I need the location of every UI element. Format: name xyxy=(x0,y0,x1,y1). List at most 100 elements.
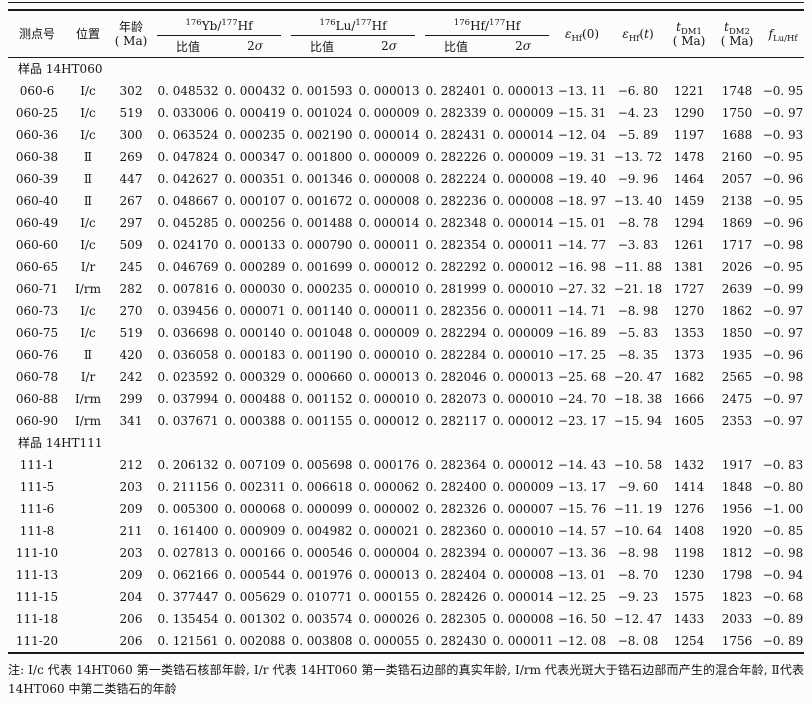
subheader-hf-ratio: 比值 xyxy=(443,39,468,54)
cell-hf_2sigma: 0. 000008 xyxy=(492,611,554,626)
cell-ehf0: −25. 68 xyxy=(557,369,607,384)
cell-age: 302 xyxy=(119,83,143,98)
table-row: 060-49 Ⅰ/c 297 0. 045285 0. 000256 0. 001488 0… xyxy=(8,212,804,234)
cell-pos xyxy=(66,564,110,586)
group-row: 样品 14HT111 xyxy=(8,432,804,454)
cell-tdm1: 1230 xyxy=(673,567,705,582)
cell-hf_ratio: 0. 282292 xyxy=(425,259,487,274)
cell-lu_ratio: 0. 004982 xyxy=(291,523,353,538)
cell-tdm2: 1717 xyxy=(721,237,753,252)
cell-spot: 060-49 xyxy=(15,215,59,230)
cell-ehft: −9. 23 xyxy=(617,589,659,604)
cell-hf_2sigma: 0. 000010 xyxy=(492,391,554,406)
cell-spot: 111-15 xyxy=(15,589,59,604)
cell-flu_hf: −0. 96 xyxy=(762,171,804,186)
cell-tdm1: 1373 xyxy=(673,347,705,362)
table-row: 060-75 Ⅰ/c 519 0. 036698 0. 000140 0. 001048 0… xyxy=(8,322,804,344)
cell-lu_2sigma: 0. 000011 xyxy=(358,303,420,318)
cell-ehf0: −18. 97 xyxy=(557,193,607,208)
cell-yb_2sigma: 0. 000107 xyxy=(224,193,286,208)
cell-hf_ratio: 0. 282226 xyxy=(425,149,487,164)
cell-yb_ratio: 0. 037994 xyxy=(157,391,219,406)
cell-pos xyxy=(66,454,110,476)
cell-pos: Ⅰ/c xyxy=(80,303,96,318)
cell-spot: 060-73 xyxy=(15,303,59,318)
cell-yb_ratio: 0. 046769 xyxy=(157,259,219,274)
cell-flu_hf: −0. 97 xyxy=(762,391,804,406)
cell-ehf0: −14. 57 xyxy=(557,523,607,538)
cell-lu_ratio: 0. 005698 xyxy=(291,457,353,472)
cell-hf_ratio: 0. 282360 xyxy=(425,523,487,538)
cell-pos xyxy=(66,608,110,630)
cell-tdm2: 2475 xyxy=(721,391,753,406)
cell-hf_2sigma: 0. 000013 xyxy=(492,83,554,98)
cell-flu_hf: −0. 97 xyxy=(762,325,804,340)
cell-lu_ratio: 0. 001976 xyxy=(291,567,353,582)
cell-pos xyxy=(66,630,110,653)
cell-ehft: −10. 64 xyxy=(613,523,663,538)
cell-pos: Ⅰ/rm xyxy=(75,391,101,406)
cell-hf_ratio: 0. 282400 xyxy=(425,479,487,494)
top-rule xyxy=(8,2,804,3)
cell-yb_2sigma: 0. 000544 xyxy=(224,567,286,582)
table-row: 111-1 212 0. 206132 0. 007109 0. 005698 0. 00… xyxy=(8,454,804,476)
cell-yb_ratio: 0. 027813 xyxy=(157,545,219,560)
cell-ehf0: −12. 04 xyxy=(557,127,607,142)
cell-ehft: −8. 35 xyxy=(617,347,659,362)
cell-lu_2sigma: 0. 000010 xyxy=(358,391,420,406)
col-header-position-label: 位置 xyxy=(75,27,100,42)
cell-age: 341 xyxy=(119,413,143,428)
cell-lu_ratio: 0. 001672 xyxy=(291,193,353,208)
cell-spot: 060-71 xyxy=(15,281,59,296)
cell-spot: 060-60 xyxy=(15,237,59,252)
cell-yb_2sigma: 0. 001302 xyxy=(224,611,286,626)
cell-ehf0: −13. 11 xyxy=(557,83,607,98)
cell-yb_2sigma: 0. 000133 xyxy=(224,237,286,252)
cell-age: 519 xyxy=(119,325,143,340)
cell-hf_2sigma: 0. 000012 xyxy=(492,259,554,274)
cell-hf_ratio: 0. 282305 xyxy=(425,611,487,626)
cell-lu_ratio: 0. 001048 xyxy=(291,325,353,340)
cell-spot: 111-1 xyxy=(19,457,55,472)
cell-hf_ratio: 0. 282364 xyxy=(425,457,487,472)
cell-hf_2sigma: 0. 000011 xyxy=(492,237,554,252)
cell-ehft: −21. 18 xyxy=(613,281,663,296)
cell-hf_ratio: 0. 282326 xyxy=(425,501,487,516)
cell-pos xyxy=(66,542,110,564)
cell-age: 204 xyxy=(119,589,143,604)
cell-hf_ratio: 0. 282430 xyxy=(425,633,487,648)
age-label: 年龄 xyxy=(118,19,143,34)
hf-isotope-table: 测点号 位置 年龄 ( Ma) 176Yb/177Hf 176Lu/177Hf … xyxy=(8,9,805,654)
cell-yb_ratio: 0. 062166 xyxy=(157,567,219,582)
cell-lu_2sigma: 0. 000010 xyxy=(358,281,420,296)
cell-spot: 111-18 xyxy=(15,611,59,626)
group-label: 样品 14HT111 xyxy=(18,435,103,450)
table-row: 060-39 Ⅱ 447 0. 042627 0. 000351 0. 001346 0. … xyxy=(8,168,804,190)
cell-pos: Ⅰ/c xyxy=(80,127,96,142)
cell-pos: Ⅰ/c xyxy=(80,215,96,230)
cell-tdm2: 2565 xyxy=(721,369,753,384)
cell-yb_ratio: 0. 047824 xyxy=(157,149,219,164)
cell-ehft: −11. 19 xyxy=(613,501,663,516)
cell-ehft: −8. 78 xyxy=(617,215,659,230)
cell-ehf0: −19. 31 xyxy=(557,149,607,164)
group-label: 样品 14HT060 xyxy=(18,61,103,76)
cell-tdm1: 1221 xyxy=(673,83,705,98)
table-header: 测点号 位置 年龄 ( Ma) 176Yb/177Hf 176Lu/177Hf … xyxy=(8,10,805,57)
cell-spot: 060-36 xyxy=(15,127,59,142)
cell-hf_2sigma: 0. 000007 xyxy=(492,545,554,560)
cell-lu_2sigma: 0. 000009 xyxy=(358,105,420,120)
table-row: 111-10 203 0. 027813 0. 000166 0. 000546 0. 0… xyxy=(8,542,804,564)
cell-hf_2sigma: 0. 000009 xyxy=(492,149,554,164)
cell-yb_ratio: 0. 007816 xyxy=(157,281,219,296)
cell-lu_ratio: 0. 001346 xyxy=(291,171,353,186)
cell-spot: 060-76 xyxy=(15,347,59,362)
cell-tdm2: 1917 xyxy=(721,457,753,472)
cell-yb_2sigma: 0. 000388 xyxy=(224,413,286,428)
cell-flu_hf: −0. 89 xyxy=(762,633,804,648)
cell-yb_2sigma: 0. 000289 xyxy=(224,259,286,274)
cell-ehft: −6. 80 xyxy=(617,83,659,98)
hf-hf-spanner: 176Hf/177Hf xyxy=(425,17,550,36)
cell-hf_2sigma: 0. 000014 xyxy=(492,127,554,142)
table-row: 111-13 209 0. 062166 0. 000544 0. 001976 0. 0… xyxy=(8,564,804,586)
